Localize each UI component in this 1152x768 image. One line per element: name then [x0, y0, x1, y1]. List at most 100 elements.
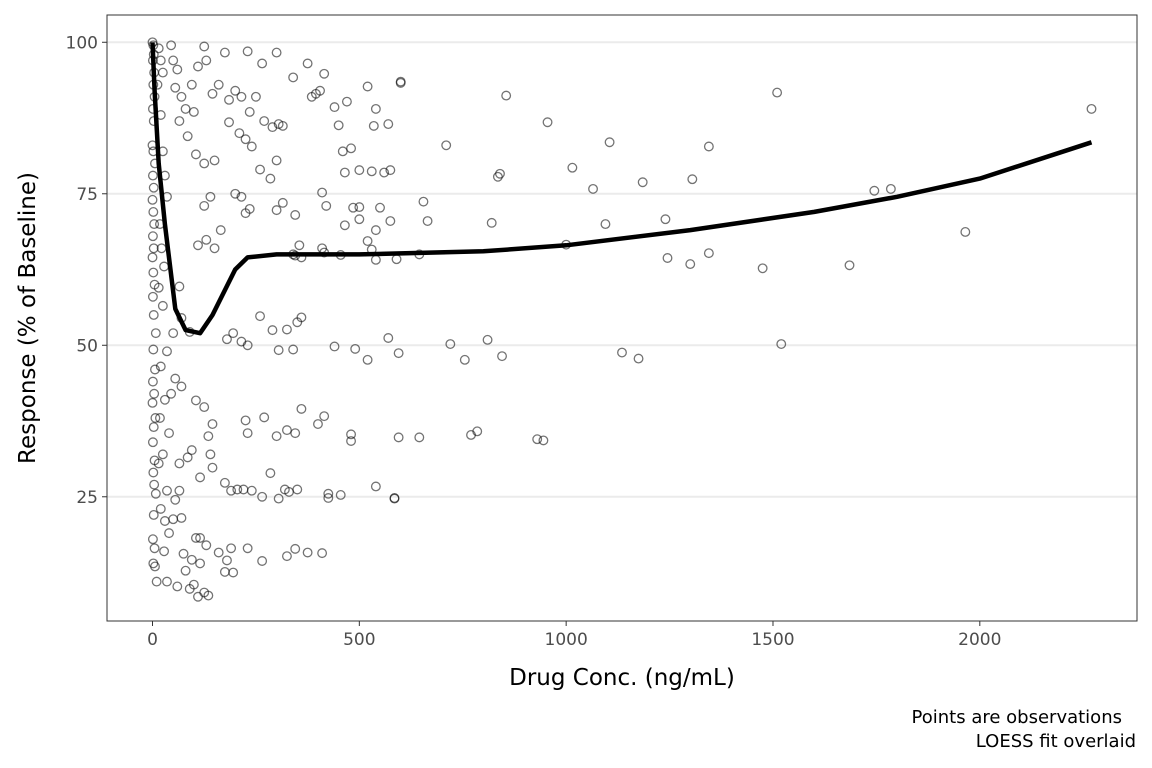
data-point: [354, 214, 365, 225]
y-axis-title: Response (% of Baseline): [15, 172, 41, 464]
y-tick-label: 75: [76, 185, 98, 205]
data-point: [166, 40, 177, 51]
data-point: [155, 361, 166, 372]
data-point: [354, 202, 365, 213]
data-point: [219, 566, 230, 577]
x-tick-label: 1500: [751, 630, 794, 650]
data-point: [492, 171, 503, 182]
y-tick-label: 25: [76, 488, 98, 508]
data-point: [296, 403, 307, 414]
data-point: [164, 528, 174, 539]
data-point: [159, 546, 170, 557]
data-point: [296, 312, 307, 323]
data-point: [205, 191, 216, 202]
data-point: [180, 565, 191, 576]
data-point: [379, 167, 390, 178]
data-point: [267, 122, 278, 133]
data-point: [226, 543, 237, 554]
plot-panel-border: [106, 14, 1138, 622]
data-point: [159, 394, 170, 405]
data-point: [240, 415, 251, 426]
data-point: [385, 216, 396, 226]
data-point: [271, 155, 282, 166]
data-point: [203, 431, 214, 442]
data-point: [313, 419, 323, 430]
data-point: [174, 458, 185, 469]
data-point: [354, 165, 365, 176]
data-point: [422, 216, 433, 226]
data-point: [155, 55, 166, 66]
x-axis: 0 500 1000 1500 2000: [147, 621, 1001, 650]
data-point: [257, 491, 268, 502]
data-point: [772, 87, 783, 98]
data-point: [188, 107, 199, 117]
data-point: [153, 458, 164, 469]
data-point: [209, 243, 220, 254]
data-point: [290, 543, 301, 554]
data-point: [370, 254, 381, 265]
data-point: [375, 202, 385, 213]
data-point: [687, 174, 698, 185]
data-point: [776, 339, 787, 350]
data-point: [281, 324, 292, 335]
data-point: [182, 452, 193, 463]
data-point: [414, 432, 425, 443]
data-point: [368, 120, 379, 131]
data-point: [157, 449, 168, 460]
x-tick-label: 500: [343, 630, 375, 650]
data-point: [190, 149, 201, 160]
data-point: [255, 311, 266, 322]
data-point: [201, 540, 212, 551]
data-point: [162, 576, 172, 587]
data-point: [154, 413, 165, 423]
data-point: [162, 485, 172, 496]
data-point: [149, 543, 160, 554]
data-point: [148, 182, 159, 193]
data-point: [213, 547, 224, 558]
data-point: [348, 202, 359, 213]
data-point: [176, 381, 187, 392]
data-point: [267, 325, 278, 336]
data-point: [172, 64, 183, 75]
data-point: [149, 219, 160, 230]
data-point: [323, 493, 334, 503]
data-point: [321, 200, 332, 211]
data-point: [395, 76, 406, 87]
data-point: [147, 437, 158, 448]
data-point: [207, 419, 218, 430]
data-point: [201, 55, 212, 66]
data-point: [271, 431, 282, 442]
data-point: [370, 225, 381, 236]
data-point: [277, 197, 288, 208]
data-point: [159, 516, 170, 526]
data-point: [482, 334, 493, 345]
data-point: [207, 88, 218, 99]
data-point: [346, 436, 357, 446]
data-point: [180, 103, 191, 114]
x-tick-label: 0: [147, 630, 158, 650]
data-point: [337, 146, 348, 157]
data-point: [600, 219, 611, 230]
data-point: [232, 484, 243, 495]
data-point: [339, 220, 350, 231]
data-point: [246, 485, 257, 496]
data-point: [150, 364, 160, 375]
data-point: [501, 90, 512, 101]
data-point: [532, 434, 543, 445]
data-point: [290, 210, 301, 220]
data-point: [207, 462, 218, 473]
data-point: [290, 428, 301, 439]
data-point: [149, 479, 160, 490]
scatter-points: [147, 37, 1097, 602]
y-tick-label: 50: [76, 336, 98, 356]
data-point: [209, 155, 220, 166]
data-point: [844, 260, 855, 271]
data-point: [257, 58, 268, 69]
data-point: [604, 137, 615, 148]
data-point: [186, 79, 197, 90]
data-point: [662, 253, 673, 263]
data-point: [195, 533, 206, 543]
loess-fit-line: [150, 42, 1093, 336]
data-point: [333, 120, 344, 131]
data-point: [271, 47, 282, 58]
